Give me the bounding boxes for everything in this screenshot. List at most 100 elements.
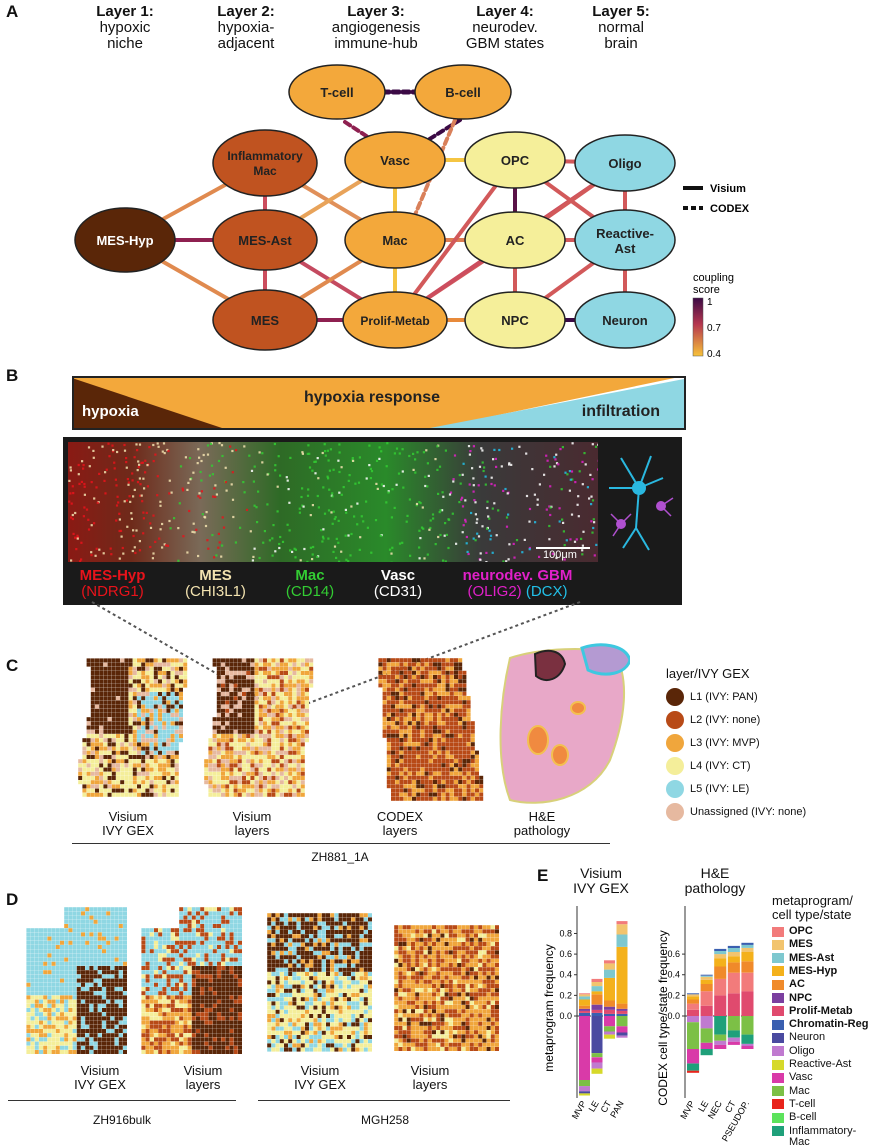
y-tick-label: 0.6 — [667, 949, 680, 959]
bar-segment — [728, 1042, 740, 1045]
legend-label: L3 (IVY: MVP) — [690, 737, 760, 749]
legend-swatch — [666, 711, 684, 729]
caption-d4: Visium layers — [390, 1064, 470, 1092]
caption-line-1: Visium — [411, 1063, 450, 1078]
bar-segment — [617, 1014, 628, 1016]
mp-legend-item: NPC — [772, 993, 812, 1004]
bar-segment — [687, 1049, 699, 1063]
banner-response-label: hypoxia response — [304, 389, 440, 406]
bar-segment — [592, 1069, 603, 1074]
mp-legend-item: Reactive-Ast — [772, 1059, 851, 1070]
bar-segment — [701, 1016, 713, 1028]
bar-segment — [617, 1016, 628, 1026]
bar-segment — [592, 979, 603, 982]
coupling-colorbar — [693, 298, 703, 356]
node-label: Neuron — [602, 313, 648, 328]
chart-e-left-title: Visium IVY GEX — [556, 866, 646, 896]
coupling-network: T-cell B-cell Inflammatory Mac Vasc OPC … — [0, 0, 869, 360]
bar-segment — [701, 991, 713, 1005]
sample-divider-d2 — [258, 1100, 510, 1101]
bar-segment — [728, 1038, 740, 1042]
node-label: MES — [251, 313, 280, 328]
channel-name: MES — [199, 567, 232, 584]
channel-mes-hyp: MES-Hyp (NDRG1) — [65, 568, 160, 600]
caption-d3: Visium IVY GEX — [280, 1064, 360, 1092]
legend-swatch — [772, 953, 784, 963]
legend-label: OPC — [789, 926, 813, 937]
mp-legend-title-1: metaprogram/ — [772, 893, 853, 908]
legend-label: T-cell — [789, 1099, 815, 1110]
bar-segment — [728, 993, 740, 1016]
legend-label: L5 (IVY: LE) — [690, 783, 749, 795]
bar-segment — [714, 995, 726, 1016]
caption-line-2: layers — [413, 1077, 448, 1092]
panel-letter-b: B — [6, 366, 18, 386]
channel-marker: (CHI3L1) — [168, 584, 263, 600]
legend-label: AC — [789, 979, 805, 990]
bar-segment — [714, 951, 726, 954]
neuron-icon — [601, 448, 679, 560]
bar-segment — [701, 980, 713, 984]
legend-label: Reactive-Ast — [789, 1059, 851, 1070]
channel-mes: MES (CHI3L1) — [168, 568, 263, 600]
coupling-title-1: coupling — [693, 272, 734, 284]
channel-name: neurodev. GBM — [463, 567, 573, 584]
bar-segment — [687, 993, 699, 994]
mp-legend-item: Inflammatory- — [772, 1126, 856, 1137]
bar-segment — [579, 993, 590, 994]
banner-hypoxia-label: hypoxia — [82, 403, 139, 420]
bar-segment — [592, 1010, 603, 1013]
legend-label: Oligo — [789, 1046, 815, 1057]
bar-segment — [617, 1011, 628, 1014]
y-tick-label: 0.2 — [559, 990, 572, 1000]
node-inflammatory-mac — [213, 130, 317, 196]
bar-segment — [714, 967, 726, 979]
legend-label: Unassigned (IVY: none) — [690, 806, 806, 818]
bar-segment — [592, 1062, 603, 1068]
bar-segment — [617, 1036, 628, 1038]
visium-layers-map — [204, 658, 313, 796]
bar-segment — [728, 946, 740, 948]
bar-segment — [579, 1093, 590, 1095]
mp-legend-title: metaprogram/ cell type/state — [772, 894, 853, 922]
caption-line-1: H&E — [529, 809, 556, 824]
chart-title-line: pathology — [685, 880, 746, 896]
banner-infiltration-label: infiltration — [582, 403, 660, 420]
bar-segment — [728, 1016, 740, 1030]
sample-label-c: ZH881_1A — [290, 850, 390, 864]
sample-divider-c — [72, 843, 610, 844]
legend-swatch — [666, 780, 684, 798]
bar-segment — [687, 1010, 699, 1016]
bar-segment — [728, 952, 740, 956]
caption-line-2: IVY GEX — [102, 823, 154, 838]
bar-segment — [701, 977, 713, 980]
mp-legend-title-2: cell type/state — [772, 907, 852, 922]
node-label: Inflammatory — [227, 149, 303, 163]
bar-segment — [617, 1009, 628, 1011]
bar-segment — [592, 994, 603, 1004]
bar-segment — [741, 961, 753, 972]
node-label: T-cell — [320, 85, 353, 100]
bar-segment — [579, 1009, 590, 1011]
panel-letter-d: D — [6, 890, 18, 910]
bar-segment — [604, 960, 615, 963]
node-label: MES-Ast — [238, 233, 292, 248]
legend-label: Prolif-Metab — [789, 1006, 853, 1017]
caption-line-2: IVY GEX — [74, 1077, 126, 1092]
bar-segment — [714, 949, 726, 951]
bar-segment — [617, 921, 628, 924]
bar-segment — [592, 1016, 603, 1053]
channel-marker: (NDRG1) — [65, 584, 160, 600]
bar-segment — [701, 976, 713, 977]
legend-label: MES-Hyp — [789, 966, 837, 977]
caption-line-1: Visium — [233, 809, 272, 824]
legend-label: L2 (IVY: none) — [690, 714, 760, 726]
bar-segment — [701, 1028, 713, 1042]
node-label: B-cell — [445, 85, 480, 100]
caption-line-1: Visium — [81, 1063, 120, 1078]
channel-marker-olig2: (OLIG2) — [467, 583, 521, 600]
bar-segment — [714, 1041, 726, 1045]
bar-segment — [617, 1033, 628, 1036]
layer-legend-item: L5 (IVY: LE) — [666, 780, 749, 798]
